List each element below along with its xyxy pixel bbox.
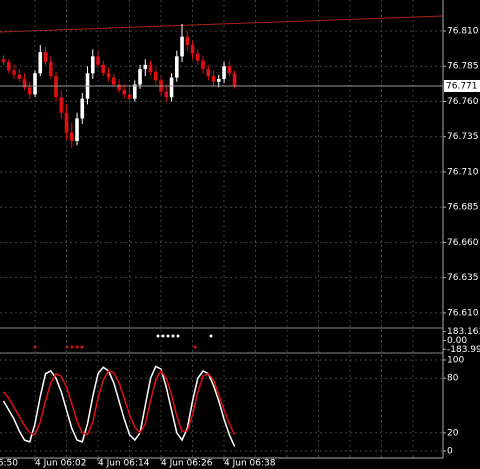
candle-body xyxy=(80,98,85,119)
trend-line xyxy=(0,15,444,33)
y-tick-label: 76.735 xyxy=(447,132,479,142)
candle-body xyxy=(211,76,216,82)
stochastic-line xyxy=(2,365,236,447)
candle-body xyxy=(54,76,58,98)
y-tick-label: 80 xyxy=(447,374,459,384)
candle-body xyxy=(180,36,184,57)
candle-body xyxy=(206,69,211,77)
x-tick-label: 4 Jun 06:02 xyxy=(35,459,86,469)
y-tick-label: 0 xyxy=(447,446,453,456)
plot xyxy=(0,23,443,447)
candle-body xyxy=(138,69,142,85)
candle-body xyxy=(190,45,195,54)
candle-body xyxy=(17,74,22,79)
candle-body xyxy=(69,132,74,141)
candle-body xyxy=(148,64,153,72)
candle-body xyxy=(64,112,69,133)
y-tick-label: 76.785 xyxy=(447,62,479,72)
current-price-label: 76.771 xyxy=(446,81,478,91)
x-tick-label: 4 Jun 06:38 xyxy=(224,459,276,469)
y-tick-label: 76.610 xyxy=(447,308,479,318)
y-tick-label: 76.635 xyxy=(447,273,479,283)
y-tick-label: 183.1637 xyxy=(447,327,480,337)
candle-body xyxy=(153,71,158,81)
candle-body xyxy=(201,60,205,70)
candle-body xyxy=(232,73,237,86)
signal-dots xyxy=(33,345,197,349)
stochastic-line xyxy=(2,369,236,436)
x-tick-label: 4 Jun 06:14 xyxy=(98,459,150,469)
candle-body xyxy=(1,59,6,63)
candle-body xyxy=(117,84,121,91)
y-tick-label: 76.810 xyxy=(447,27,479,37)
candle-body xyxy=(169,77,174,98)
candle-body xyxy=(185,36,190,46)
candle-body xyxy=(227,66,232,74)
candle-body xyxy=(164,91,169,98)
candle-body xyxy=(12,70,16,75)
current-price-box xyxy=(444,79,480,92)
grid xyxy=(0,0,446,461)
candle-body xyxy=(38,52,43,74)
y-tick-label: 100 xyxy=(447,356,464,366)
y-tick-label: 0.00 xyxy=(447,336,467,346)
y-tick-label: 76.710 xyxy=(447,167,479,177)
candle-body xyxy=(127,94,132,99)
candle-body xyxy=(75,118,79,141)
candle-body xyxy=(122,90,127,95)
y-tick-label: 76.660 xyxy=(447,238,479,248)
candle-body xyxy=(216,78,221,82)
candle-body xyxy=(96,56,100,65)
y-tick-label: 76.760 xyxy=(447,97,479,107)
candle-body xyxy=(106,73,111,78)
candle-body xyxy=(174,56,179,78)
candle-body xyxy=(22,78,27,88)
candle-body xyxy=(90,56,95,74)
candle-body xyxy=(33,73,37,95)
x-tick-label: 6:50 xyxy=(0,459,18,469)
y-tick-label: 20 xyxy=(447,428,459,438)
candle-body xyxy=(143,64,148,70)
x-tick-label: 4 Jun 06:26 xyxy=(161,459,213,469)
candle-body xyxy=(48,62,53,77)
candle-body xyxy=(43,52,48,63)
y-tick-label: -183.991 xyxy=(447,345,480,355)
candle-body xyxy=(59,97,64,113)
y-tick-label: 76.685 xyxy=(447,203,479,213)
candle-body xyxy=(111,77,116,85)
candle-body xyxy=(132,84,137,99)
candle-body xyxy=(6,62,11,71)
candle-body xyxy=(27,87,32,95)
candle-body xyxy=(195,53,200,61)
candle-body xyxy=(222,66,226,79)
signal-dots xyxy=(156,334,213,338)
candle-body xyxy=(101,64,106,74)
